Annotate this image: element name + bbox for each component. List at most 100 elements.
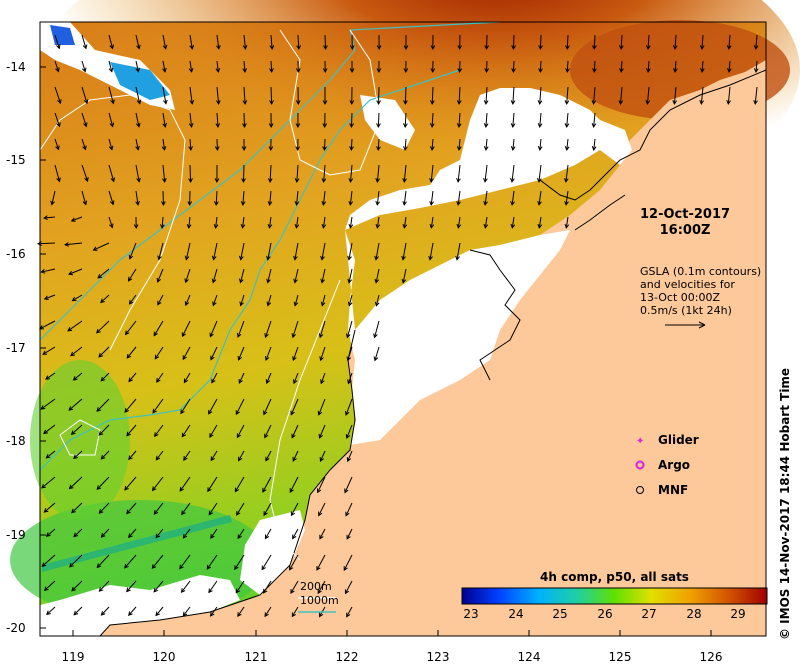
velocity-arrow: [216, 60, 219, 72]
velocity-arrow: [295, 216, 299, 228]
velocity-arrow-head: [56, 44, 61, 50]
velocity-arrow: [157, 294, 164, 305]
velocity-arrow-head: [124, 408, 130, 413]
velocity-arrow-head: [591, 123, 597, 128]
velocity-arrow-head: [347, 278, 353, 284]
velocity-arrow: [44, 294, 56, 300]
velocity-arrow: [485, 60, 488, 73]
velocity-arrow-head: [294, 178, 300, 184]
velocity-arrow: [565, 164, 569, 182]
velocity-arrow-head: [294, 223, 300, 229]
velocity-arrow: [243, 112, 246, 128]
velocity-arrow: [349, 164, 353, 182]
velocity-arrow-head: [402, 200, 407, 206]
velocity-arrow: [237, 528, 245, 539]
velocity-arrow-head: [71, 508, 76, 514]
velocity-arrow: [316, 554, 326, 571]
velocity-arrow-head: [124, 485, 129, 491]
velocity-arrow: [322, 190, 326, 205]
velocity-arrow-head: [71, 296, 77, 302]
velocity-arrow: [242, 164, 245, 183]
velocity-arrow-head: [40, 405, 46, 410]
velocity-arrow: [404, 138, 407, 151]
velocity-arrow-head: [343, 566, 348, 572]
velocity-arrow: [238, 346, 245, 361]
velocity-arrow-head: [98, 509, 104, 514]
velocity-arrow: [376, 190, 380, 205]
velocity-arrow-head: [182, 355, 187, 361]
velocity-arrow: [182, 606, 191, 617]
velocity-arrow: [458, 112, 461, 127]
velocity-arrow-head: [124, 330, 130, 336]
velocity-arrow: [40, 398, 56, 410]
velocity-arrow-head: [456, 146, 462, 151]
velocity-arrow-head: [128, 299, 134, 305]
velocity-arrow: [727, 86, 731, 104]
velocity-arrow: [620, 86, 623, 104]
velocity-arrow: [108, 34, 114, 49]
velocity-arrow: [566, 86, 569, 104]
velocity-arrow-head: [403, 45, 409, 51]
velocity-arrow: [65, 242, 83, 246]
velocity-arrow: [620, 60, 623, 73]
velocity-arrow-head: [161, 201, 166, 207]
velocity-arrow-head: [403, 68, 409, 74]
lon-tick: 120: [152, 650, 176, 664]
velocity-arrow-head: [456, 178, 461, 183]
velocity-arrow-head: [180, 588, 186, 593]
velocity-arrow-head: [43, 586, 49, 592]
velocity-arrow-head: [726, 100, 731, 105]
velocity-arrow: [674, 34, 677, 49]
velocity-arrow: [135, 60, 139, 72]
velocity-arrow: [320, 346, 326, 361]
velocity-arrow: [350, 112, 353, 128]
velocity-arrow: [266, 372, 272, 384]
velocity-arrow-head: [182, 533, 188, 539]
velocity-arrow-head: [267, 201, 273, 206]
velocity-arrow: [456, 242, 461, 260]
velocity-arrow-head: [429, 123, 435, 129]
velocity-arrow-head: [401, 255, 406, 261]
velocity-arrow-head: [263, 588, 268, 594]
velocity-arrow: [108, 112, 114, 127]
velocity-arrow: [43, 216, 56, 219]
velocity-arrow: [98, 502, 110, 514]
velocity-arrow-head: [184, 301, 190, 307]
velocity-arrow: [243, 86, 246, 104]
velocity-arrow: [189, 164, 192, 183]
velocity-arrow-head: [645, 45, 651, 51]
velocity-arrow-head: [211, 378, 216, 384]
velocity-arrow-head: [40, 269, 46, 274]
velocity-arrow-head: [70, 351, 75, 357]
velocity-arrow-head: [241, 178, 246, 184]
velocity-arrow-head: [565, 45, 570, 51]
velocity-arrow: [162, 112, 166, 127]
velocity-arrow: [236, 502, 245, 516]
velocity-arrow-head: [264, 356, 270, 362]
velocity-arrow: [346, 424, 353, 439]
velocity-arrow-head: [563, 177, 569, 183]
velocity-arrow-head: [348, 178, 354, 183]
velocity-arrow-head: [316, 488, 322, 494]
velocity-arrow: [566, 60, 569, 73]
velocity-arrow: [485, 112, 488, 127]
velocity-arrow: [212, 294, 218, 306]
velocity-arrow: [99, 580, 110, 592]
velocity-arrow: [647, 34, 650, 50]
velocity-arrow: [593, 86, 596, 104]
velocity-arrow-head: [109, 44, 115, 50]
velocity-arrow: [155, 450, 164, 461]
colorbar-title: 4h comp, p50, all sats: [540, 570, 689, 584]
gsla-line: and velocities for: [640, 278, 735, 291]
velocity-arrow-head: [180, 409, 185, 415]
colorbar-tick: 25: [552, 607, 568, 621]
gsla-line: 13-Oct 00:00Z: [640, 291, 721, 304]
velocity-arrow-head: [154, 354, 160, 360]
velocity-arrow: [81, 190, 87, 205]
velocity-arrow-head: [188, 146, 193, 152]
velocity-arrow: [457, 164, 461, 182]
velocity-arrow: [267, 268, 272, 283]
velocity-arrow-head: [184, 278, 189, 284]
velocity-arrow: [97, 268, 110, 279]
velocity-arrow-head: [267, 178, 273, 184]
